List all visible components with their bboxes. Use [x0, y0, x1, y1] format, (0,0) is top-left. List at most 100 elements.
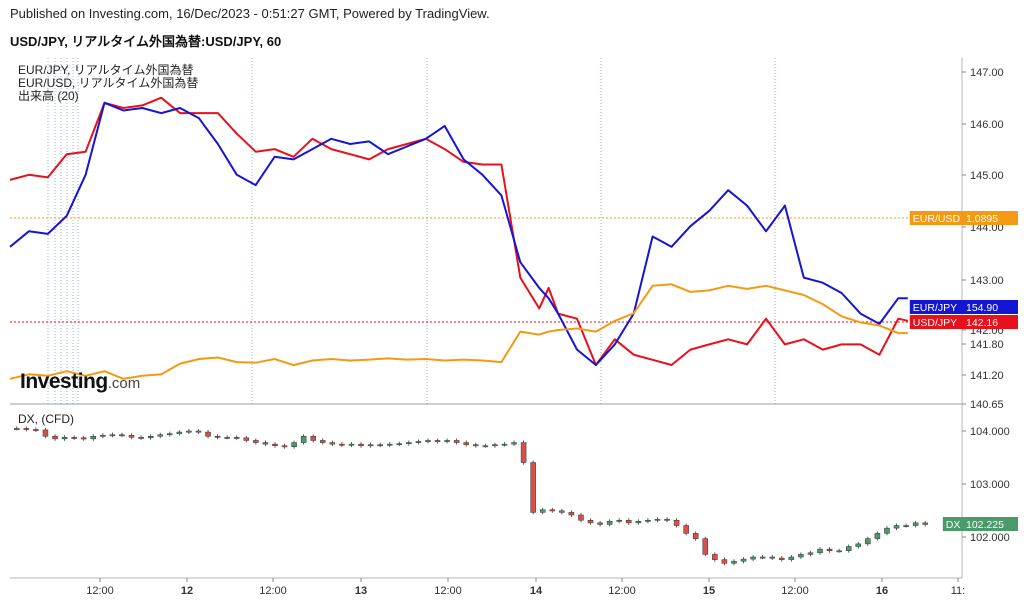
candle-body: [453, 440, 460, 443]
time-tick-label: 12:00: [434, 585, 462, 597]
price-tag-value-bg: [962, 300, 1018, 314]
candle-body: [511, 442, 517, 445]
candle-body: [501, 443, 508, 446]
time-tick-label: 15: [703, 585, 715, 597]
candle-body: [406, 442, 412, 444]
price-tick-label: 143.00: [970, 275, 1004, 287]
candle-body: [606, 521, 613, 525]
candle-body: [549, 509, 556, 512]
candle-body: [836, 550, 842, 553]
candle-body: [425, 440, 431, 442]
candle-body: [377, 444, 383, 447]
dx-tick-label: 104.000: [970, 426, 1010, 438]
candle-body: [243, 437, 250, 441]
published-note: Published on Investing.com, 16/Dec/2023 …: [10, 6, 490, 21]
chart-title: USD/JPY, リアルタイム外国為替:USD/JPY, 60: [10, 34, 282, 49]
series-lines: [9, 96, 909, 380]
candle-body: [492, 444, 498, 447]
candle-body: [664, 518, 670, 521]
candle-body: [119, 434, 125, 437]
candle-body: [798, 554, 804, 558]
candle-body: [692, 533, 699, 539]
price-tag-value-bg: [962, 315, 1018, 329]
candle-body: [167, 433, 173, 436]
time-tick-label: 11:: [951, 585, 965, 597]
candle-body: [559, 510, 565, 513]
candle-body: [539, 509, 546, 513]
candle-body: [272, 443, 278, 446]
candle-body: [195, 430, 202, 433]
candle-body: [100, 434, 106, 437]
candle-body: [348, 443, 355, 446]
candle-body: [253, 440, 259, 443]
candle-body: [788, 556, 795, 560]
candle-body: [444, 440, 450, 442]
price-tag-label-bg: [909, 211, 962, 225]
candle-body: [358, 443, 364, 446]
candle-body: [817, 548, 823, 554]
candle-body: [205, 431, 211, 437]
price-tag-label-bg: [942, 517, 962, 531]
candle-body: [779, 557, 785, 560]
investing-logo: Investing.com: [20, 370, 141, 393]
candle-body: [367, 444, 374, 447]
candle-body: [587, 520, 594, 524]
candle-body: [262, 442, 269, 445]
candle-body: [138, 437, 144, 439]
candle-body: [893, 525, 900, 529]
candle-body: [214, 436, 221, 438]
candle-body: [520, 442, 527, 463]
legend-eurjpy: EUR/JPY, リアルタイム外国為替: [18, 63, 194, 77]
chart-grid: [47, 58, 776, 404]
candle-body: [109, 434, 116, 437]
price-tick-label: 141.80: [970, 339, 1004, 351]
price-tag-label-bg: [909, 300, 962, 314]
candle-body: [769, 556, 775, 559]
time-tick-label: 16: [876, 585, 888, 597]
candle-body: [702, 538, 709, 555]
candle-body: [42, 429, 49, 437]
candle-body: [329, 442, 336, 445]
candle-body: [90, 436, 97, 440]
candle-body: [845, 546, 852, 551]
candle-body: [721, 559, 728, 564]
legend-volume: 出来高 (20): [18, 89, 79, 103]
candle-body: [463, 442, 469, 445]
price-tag-eurusd: EUR/USD 1.0895: [909, 211, 1018, 225]
price-tag-value-bg: [962, 211, 1018, 225]
candle-body: [473, 444, 479, 447]
candle-body: [415, 441, 422, 443]
candle-body: [300, 436, 307, 443]
candle-body: [654, 518, 661, 521]
time-tick-label: 13: [355, 585, 367, 597]
time-tick-label: 12:00: [608, 585, 636, 597]
time-tick-label: 12:00: [259, 585, 287, 597]
price-tag-eurjpy: EUR/JPY 154.90: [909, 300, 1018, 314]
price-tags: EUR/USD 1.0895 EUR/JPY 154.90 USD/JPY 142.16 D…: [909, 211, 1018, 531]
candle-body: [482, 445, 489, 448]
time-axis: 12:00 12 12:00 13 12:00 14 12:00 15 12:00 16 11:: [86, 578, 965, 597]
dx-candles: [14, 426, 928, 566]
dx-tick-label: 102.000: [970, 532, 1010, 544]
candle-body: [578, 514, 584, 521]
candle-body: [33, 429, 39, 431]
price-tick-label: 145.00: [970, 170, 1004, 182]
legend-eurusd: EUR/USD, リアルタイム外国為替: [18, 76, 199, 90]
candle-body: [731, 560, 737, 564]
candle-body: [750, 556, 756, 560]
series-line-usdjpy: [9, 96, 909, 366]
candle-body: [645, 520, 651, 522]
dx-tick-label: 103.000: [970, 479, 1010, 491]
candle-body: [396, 443, 403, 446]
candle-body: [14, 428, 20, 430]
price-tag-value: 102.225: [966, 519, 1004, 531]
candle-body: [922, 522, 928, 525]
price-tag-label: USD/JPY: [913, 317, 957, 329]
candle-body: [568, 512, 575, 516]
candle-body: [61, 437, 68, 440]
candle-body: [530, 462, 536, 513]
price-tag-label: EUR/JPY: [913, 302, 957, 314]
candle-body: [912, 522, 919, 526]
candle-body: [186, 430, 192, 433]
